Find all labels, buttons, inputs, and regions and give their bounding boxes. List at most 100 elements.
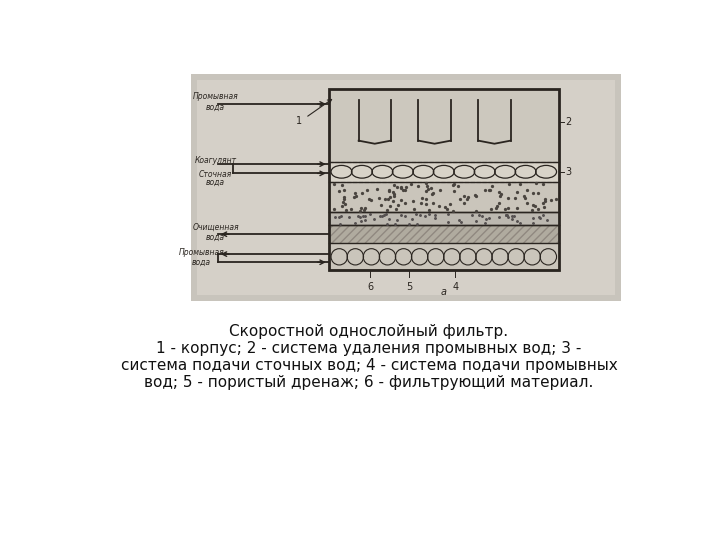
- Text: Скоростной однослойный фильтр.: Скоростной однослойный фильтр.: [230, 325, 508, 339]
- Point: [495, 190, 507, 198]
- Point: [329, 213, 341, 221]
- Point: [341, 206, 352, 214]
- Point: [487, 181, 498, 190]
- Point: [396, 183, 408, 192]
- Point: [333, 212, 345, 221]
- Point: [502, 194, 513, 203]
- Point: [448, 206, 459, 215]
- Text: 6: 6: [367, 282, 373, 292]
- Point: [336, 202, 348, 211]
- Point: [537, 180, 549, 188]
- Point: [535, 213, 546, 222]
- Point: [534, 212, 545, 221]
- Text: 5: 5: [406, 282, 413, 292]
- Point: [483, 214, 495, 222]
- Text: система подачи сточных вод; 4 - система подачи промывных: система подачи сточных вод; 4 - система …: [121, 358, 617, 373]
- Point: [537, 198, 549, 207]
- Point: [382, 220, 393, 228]
- Point: [423, 185, 434, 193]
- Point: [349, 189, 361, 198]
- Point: [529, 201, 541, 210]
- Point: [443, 218, 454, 226]
- Point: [518, 192, 530, 200]
- Point: [400, 212, 411, 220]
- Point: [539, 197, 550, 206]
- Point: [449, 180, 460, 188]
- Point: [476, 212, 487, 220]
- Point: [485, 186, 496, 194]
- Point: [361, 185, 373, 194]
- Point: [546, 195, 557, 204]
- Point: [474, 211, 485, 220]
- Point: [527, 214, 539, 222]
- Text: вод; 5 - пористый дренаж; 6 - фильтрующий материал.: вод; 5 - пористый дренаж; 6 - фильтрующи…: [144, 375, 594, 390]
- Point: [389, 220, 400, 228]
- Bar: [197, 80, 615, 295]
- Bar: [329, 182, 559, 212]
- Point: [352, 212, 364, 220]
- Point: [336, 181, 348, 190]
- Point: [461, 195, 472, 204]
- Point: [343, 213, 355, 222]
- Point: [506, 214, 518, 223]
- Text: 1: 1: [296, 116, 302, 126]
- Point: [433, 201, 444, 210]
- Point: [423, 206, 435, 215]
- Point: [493, 212, 505, 221]
- Point: [387, 197, 398, 206]
- Text: 2: 2: [565, 117, 572, 127]
- Point: [380, 210, 392, 219]
- Point: [384, 202, 396, 211]
- Point: [383, 195, 395, 204]
- Point: [520, 193, 531, 202]
- Point: [408, 205, 420, 213]
- Point: [527, 200, 539, 209]
- Text: 1 - корпус; 2 - система удаления промывных вод; 3 -: 1 - корпус; 2 - система удаления промывн…: [156, 341, 582, 356]
- Point: [391, 215, 402, 224]
- Bar: [329, 162, 559, 182]
- Point: [430, 211, 441, 219]
- Point: [358, 206, 369, 214]
- Point: [356, 204, 367, 212]
- Point: [541, 215, 553, 224]
- Point: [456, 217, 467, 226]
- Point: [511, 217, 523, 225]
- Point: [514, 180, 526, 188]
- Point: [426, 190, 437, 198]
- Point: [396, 184, 408, 192]
- Point: [521, 185, 533, 194]
- Point: [399, 198, 410, 207]
- Point: [358, 211, 369, 220]
- Point: [510, 194, 521, 202]
- Point: [405, 179, 416, 188]
- Text: вода: вода: [192, 258, 211, 267]
- Point: [463, 192, 474, 201]
- Text: вода: вода: [206, 103, 225, 111]
- Point: [395, 195, 407, 204]
- Text: 3: 3: [565, 167, 571, 177]
- Point: [511, 187, 523, 196]
- Point: [420, 186, 432, 195]
- Point: [533, 205, 544, 213]
- Point: [383, 215, 395, 224]
- Point: [526, 206, 538, 214]
- Point: [423, 210, 435, 218]
- Point: [384, 186, 395, 194]
- Point: [412, 220, 423, 228]
- Text: Коагулянт: Коагулянт: [194, 156, 237, 165]
- Text: Сточная: Сточная: [199, 171, 232, 179]
- Bar: [329, 90, 559, 271]
- Point: [359, 215, 371, 224]
- Point: [528, 219, 539, 227]
- Point: [454, 195, 466, 204]
- Point: [453, 216, 464, 225]
- Text: Очищенная: Очищенная: [192, 223, 239, 232]
- Point: [495, 192, 506, 201]
- Point: [527, 189, 539, 198]
- Point: [354, 206, 366, 215]
- Point: [384, 193, 395, 201]
- Point: [426, 184, 437, 192]
- Point: [414, 211, 426, 219]
- Point: [376, 212, 387, 220]
- Point: [388, 181, 400, 190]
